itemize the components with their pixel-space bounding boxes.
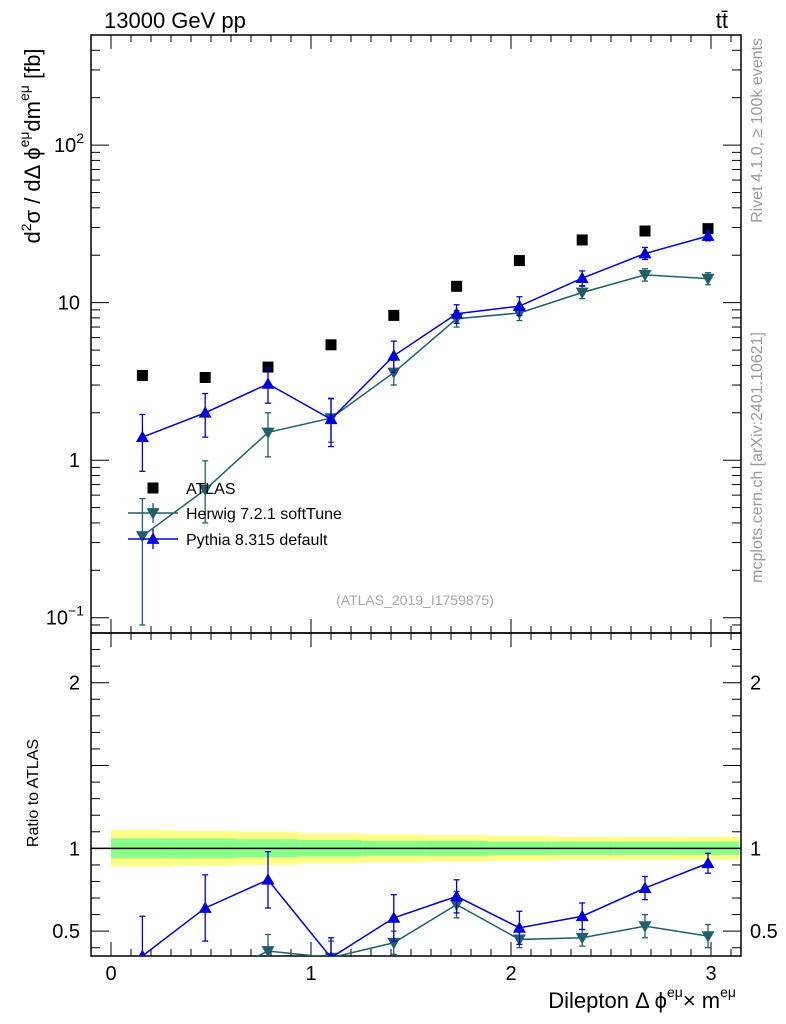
herwig-point bbox=[575, 287, 589, 299]
ratio-ylabel: Ratio to ATLAS bbox=[25, 739, 42, 847]
pythia-ratio-point bbox=[387, 911, 401, 923]
pythia-point bbox=[198, 406, 212, 418]
legend-label-herwig: Herwig 7.2.1 softTune bbox=[186, 506, 342, 523]
ratio-series-group bbox=[136, 850, 715, 1004]
pythia-line bbox=[142, 235, 709, 438]
ratio-series-layer bbox=[136, 850, 715, 1004]
pythia-ratio-point bbox=[575, 909, 589, 922]
pythia-point bbox=[324, 412, 338, 425]
atlas-point bbox=[702, 223, 714, 235]
legend: ATLAS Herwig 7.2.1 softTune Pythia 8.315… bbox=[128, 481, 342, 549]
pythia-point bbox=[512, 299, 526, 312]
pythia-ratio-point bbox=[261, 873, 275, 885]
main-ylabel: d2σ / dΔ ϕeμdmeμ [fb] bbox=[16, 48, 45, 243]
energy-label: 13000 GeV pp bbox=[104, 8, 246, 33]
herwig-point bbox=[387, 367, 401, 380]
main-ytick-label: 1 bbox=[69, 450, 80, 472]
ratio-axis-ticks bbox=[91, 633, 741, 956]
main-series-layer bbox=[135, 223, 715, 626]
atlas-point bbox=[513, 255, 525, 267]
ratio-ytick-label-right: 0.5 bbox=[750, 921, 778, 943]
ratio-ytick-labels: 0.5 0.5 1 1 2 2 bbox=[52, 673, 778, 943]
pythia-point bbox=[701, 229, 715, 241]
herwig-point bbox=[135, 531, 149, 543]
ratio-ytick-label: 2 bbox=[69, 673, 80, 695]
main-ytick-label: 10 bbox=[58, 293, 80, 315]
xtick-label: 1 bbox=[305, 963, 316, 985]
process-label: tt̄ bbox=[716, 8, 728, 33]
pythia-ratio-line bbox=[141, 862, 709, 956]
xtick-label: 2 bbox=[505, 963, 516, 985]
ratio-ytick-label-right: 2 bbox=[750, 673, 761, 695]
herwig-point bbox=[261, 427, 275, 439]
pythia-ratio-point bbox=[450, 889, 464, 902]
pythia-point bbox=[450, 307, 464, 319]
pythia-point bbox=[135, 430, 149, 443]
legend-label-atlas: ATLAS bbox=[186, 481, 236, 498]
atlas-point bbox=[451, 280, 463, 292]
pythia-ratio-point bbox=[198, 901, 212, 913]
pythia-point bbox=[387, 349, 401, 361]
atlas-point bbox=[199, 371, 211, 383]
main-ytick-labels: 10−1 1 10 102 bbox=[46, 130, 84, 630]
herwig-ratio-point bbox=[575, 932, 589, 945]
pythia-point bbox=[261, 377, 275, 389]
atlas-point bbox=[388, 309, 400, 321]
legend-markers bbox=[128, 482, 178, 549]
herwig-ratio-line bbox=[256, 903, 709, 956]
pythia-ratio-point bbox=[701, 856, 715, 869]
xtick-label: 0 bbox=[105, 963, 116, 985]
main-axis-ticks bbox=[91, 34, 741, 634]
herwig-point bbox=[701, 273, 715, 286]
atlas-point bbox=[576, 234, 588, 246]
atlas-point bbox=[325, 339, 337, 351]
pythia-point bbox=[575, 271, 589, 284]
main-ytick-label: 102 bbox=[54, 130, 84, 157]
herwig-ratio-point bbox=[701, 931, 715, 943]
herwig-ratio-point bbox=[638, 921, 652, 933]
legend-marker-herwig bbox=[146, 508, 160, 520]
ratio-ytick-label: 1 bbox=[69, 838, 80, 860]
pythia-ratio-point bbox=[512, 921, 526, 933]
atlas-point bbox=[639, 225, 651, 237]
herwig-ratio-point bbox=[261, 946, 275, 956]
herwig-ratio-point bbox=[199, 978, 212, 989]
atlas-point bbox=[136, 369, 148, 381]
pythia-ratio-point bbox=[138, 949, 147, 956]
legend-marker-atlas bbox=[147, 482, 159, 494]
xtick-labels: 0 1 2 3 bbox=[105, 963, 716, 985]
herwig-line bbox=[141, 274, 709, 537]
legend-label-pythia: Pythia 8.315 default bbox=[186, 532, 328, 549]
pythia-ratio-point bbox=[638, 881, 652, 893]
herwig-ratio-point bbox=[387, 937, 401, 950]
xlabel: Dilepton Δ ϕeμ× meμ bbox=[548, 984, 736, 1013]
herwig-ratio-point bbox=[136, 993, 149, 1004]
ratio-panel-frame bbox=[90, 632, 742, 957]
herwig-point bbox=[198, 484, 212, 497]
analysis-id: (ATLAS_2019_I1759875) bbox=[336, 592, 494, 608]
main-ytick-label: 10−1 bbox=[46, 603, 84, 630]
rivet-label: Rivet 4.1.0, ≥ 100k events bbox=[749, 38, 766, 223]
legend-marker-pythia bbox=[146, 532, 160, 544]
ratio-ytick-label-right: 1 bbox=[750, 838, 761, 860]
mcplots-label: mcplots.cern.ch [arXiv:2401.10621] bbox=[749, 332, 766, 583]
pythia-point bbox=[638, 247, 652, 259]
herwig-point bbox=[638, 270, 652, 282]
main-series-group bbox=[135, 223, 715, 626]
pythia-ratio-point bbox=[328, 951, 334, 956]
ratio-ytick-label: 0.5 bbox=[52, 921, 80, 943]
xtick-label: 3 bbox=[705, 963, 716, 985]
atlas-point bbox=[262, 361, 274, 373]
